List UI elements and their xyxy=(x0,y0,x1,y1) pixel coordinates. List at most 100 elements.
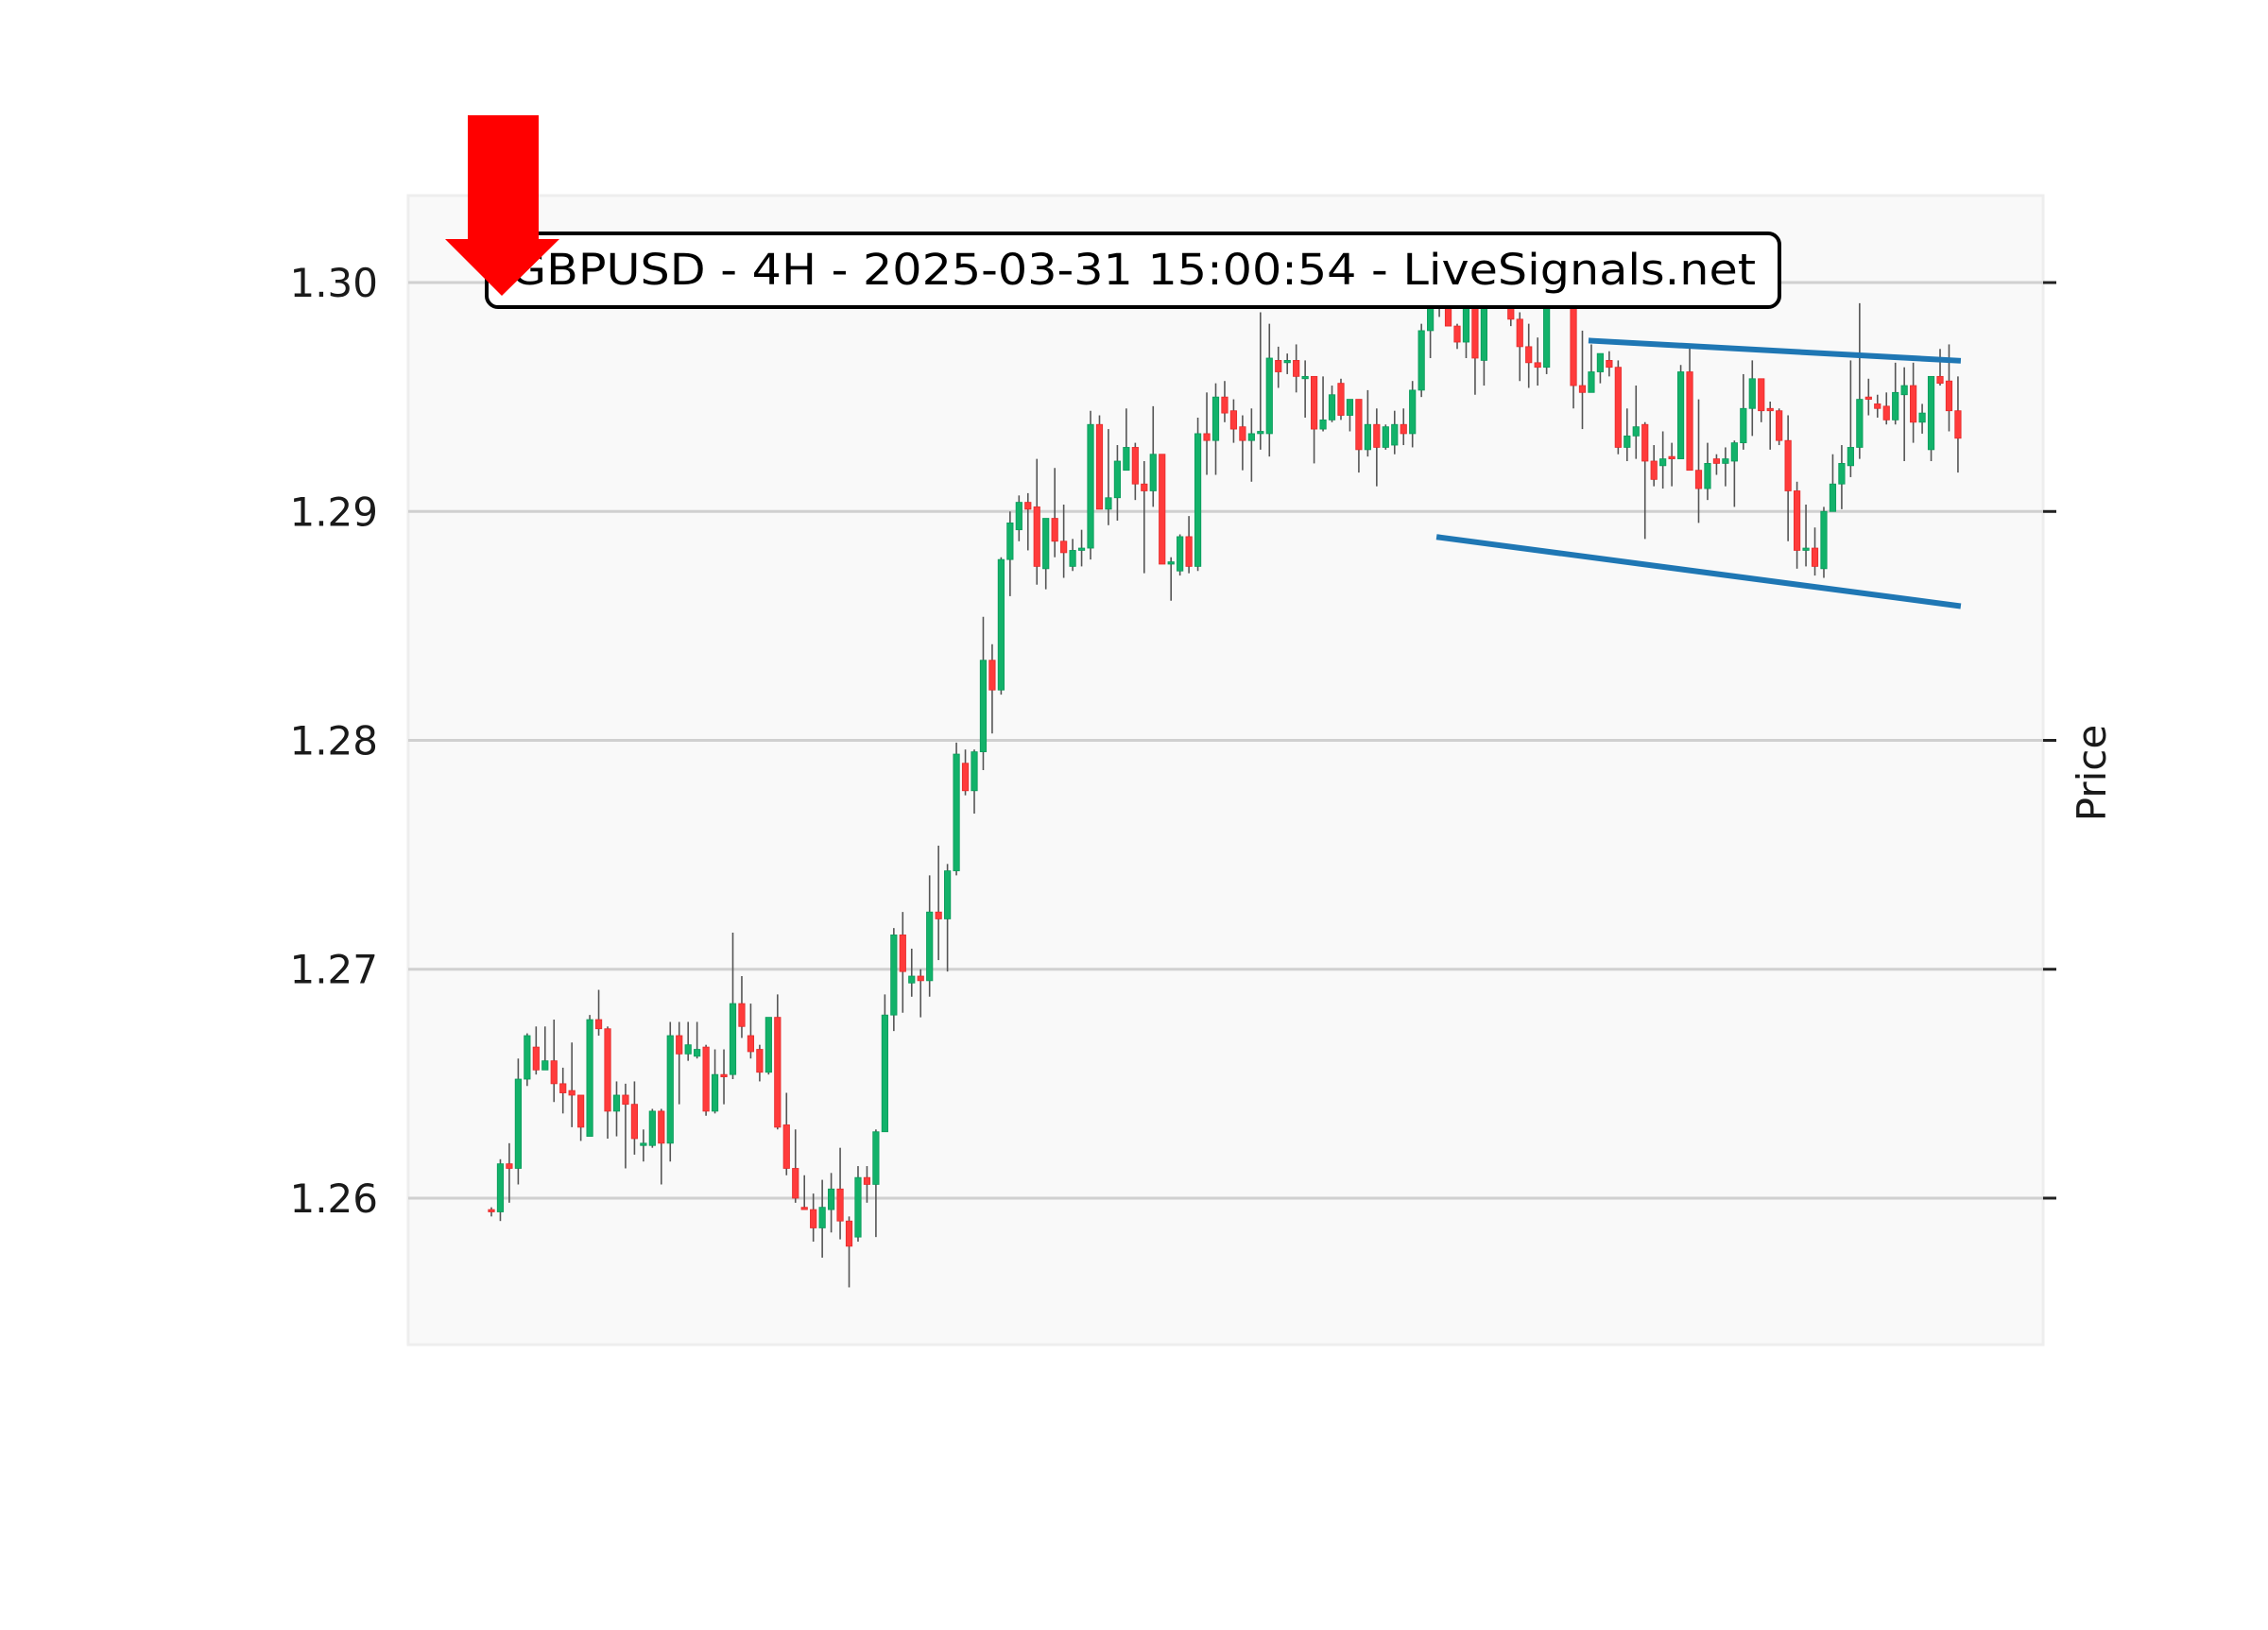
candle xyxy=(1659,431,1667,489)
candle-body-down xyxy=(1668,455,1675,459)
candle xyxy=(1355,399,1363,473)
candle-body-down xyxy=(1650,460,1658,480)
candle-body-up xyxy=(1838,463,1846,485)
candle xyxy=(1229,399,1238,443)
candle xyxy=(1811,527,1819,576)
candle-body-up xyxy=(1069,550,1076,567)
candle xyxy=(1614,360,1622,455)
candle xyxy=(1069,539,1076,572)
candle xyxy=(1105,429,1112,525)
candle-body-up xyxy=(1006,522,1014,560)
candle-body-down xyxy=(1141,483,1148,491)
candle-body-down xyxy=(782,1124,790,1169)
chart-title: GBPUSD - 4H - 2025-03-31 15:00:54 - Live… xyxy=(510,245,1756,295)
candle xyxy=(881,994,888,1133)
lower-trendline xyxy=(1435,534,1962,609)
candle xyxy=(1373,408,1381,487)
candle xyxy=(1247,408,1255,482)
candle xyxy=(488,1207,495,1217)
candle-body-up xyxy=(854,1176,862,1238)
candle-body-up xyxy=(1149,454,1157,491)
plot-area xyxy=(406,194,2045,1347)
candle-body-down xyxy=(1641,423,1649,462)
candle-body-down xyxy=(1578,385,1587,393)
candle-body-down xyxy=(1095,423,1104,510)
candle-body-down xyxy=(1024,502,1032,510)
candle xyxy=(1730,440,1738,507)
candle xyxy=(666,1021,674,1162)
candle xyxy=(747,1004,755,1059)
candle-body-down xyxy=(1811,547,1819,567)
candle xyxy=(1211,383,1220,475)
candle-body-down xyxy=(550,1060,558,1085)
candle-body-down xyxy=(836,1188,844,1222)
candle xyxy=(1033,458,1040,585)
candle xyxy=(684,1021,692,1061)
candle xyxy=(1918,403,1926,434)
candle xyxy=(1694,399,1703,523)
candle-body-down xyxy=(747,1035,755,1053)
candle-body-up xyxy=(997,558,1005,691)
candle xyxy=(1364,389,1371,457)
candle-body-down xyxy=(917,975,924,982)
candle-body-up xyxy=(1265,357,1273,435)
candle xyxy=(630,1081,639,1155)
candle xyxy=(800,1175,808,1210)
candle-body-up xyxy=(1829,483,1837,512)
candle-body-up xyxy=(971,751,978,792)
candle xyxy=(1784,415,1792,541)
candle xyxy=(1534,337,1541,386)
candle xyxy=(1596,352,1605,384)
candle-body-up xyxy=(1391,423,1399,446)
candle-body-up xyxy=(694,1049,701,1057)
candle xyxy=(1676,365,1685,459)
candle xyxy=(720,1049,728,1105)
candle-body-up xyxy=(1177,536,1184,572)
candle xyxy=(1892,362,1899,425)
candle-body-down xyxy=(1936,375,1944,385)
candle xyxy=(1006,511,1014,596)
candle-body-up xyxy=(908,975,916,984)
candle xyxy=(612,1081,621,1137)
candle xyxy=(836,1147,844,1240)
candle-body-up xyxy=(1247,433,1255,441)
y-tick-label: 1.30 xyxy=(289,260,378,306)
candle-body-down xyxy=(604,1028,611,1112)
candle-body-down xyxy=(559,1083,567,1093)
trendlines xyxy=(1435,337,1962,609)
candle-body-up xyxy=(1015,502,1022,531)
candle xyxy=(845,1216,853,1288)
candle-body-down xyxy=(1516,318,1523,348)
candle xyxy=(1391,410,1399,455)
candle xyxy=(1910,362,1917,443)
candle-body-down xyxy=(676,1035,683,1055)
candle-body-down xyxy=(1766,407,1774,412)
candle xyxy=(1319,376,1327,432)
candle-body-down xyxy=(1185,536,1193,567)
candle xyxy=(702,1044,710,1116)
candle-body-down xyxy=(1694,470,1703,489)
candle xyxy=(1177,534,1184,576)
candle xyxy=(961,749,970,796)
candle-body-down xyxy=(1864,396,1872,400)
candle-body-down xyxy=(532,1046,540,1071)
candle-body-down xyxy=(506,1163,513,1169)
candle-body-down xyxy=(810,1209,817,1228)
candle xyxy=(1221,381,1228,422)
candle xyxy=(756,1044,764,1082)
candle xyxy=(1095,415,1104,510)
candle xyxy=(1167,557,1175,601)
y-tick-label: 1.28 xyxy=(289,718,378,764)
candle xyxy=(1954,376,1962,473)
candle-body-up xyxy=(818,1207,826,1228)
candle-body-up xyxy=(1748,378,1756,409)
candle-body-up xyxy=(514,1078,522,1169)
candle xyxy=(782,1092,790,1175)
candle-body-up xyxy=(1113,460,1122,499)
candle-body-up xyxy=(1632,426,1640,437)
candle xyxy=(1042,518,1050,590)
candle-body-down xyxy=(1784,439,1792,491)
candle xyxy=(1159,454,1166,565)
candle xyxy=(1802,505,1810,567)
candle-body-down xyxy=(863,1176,871,1185)
